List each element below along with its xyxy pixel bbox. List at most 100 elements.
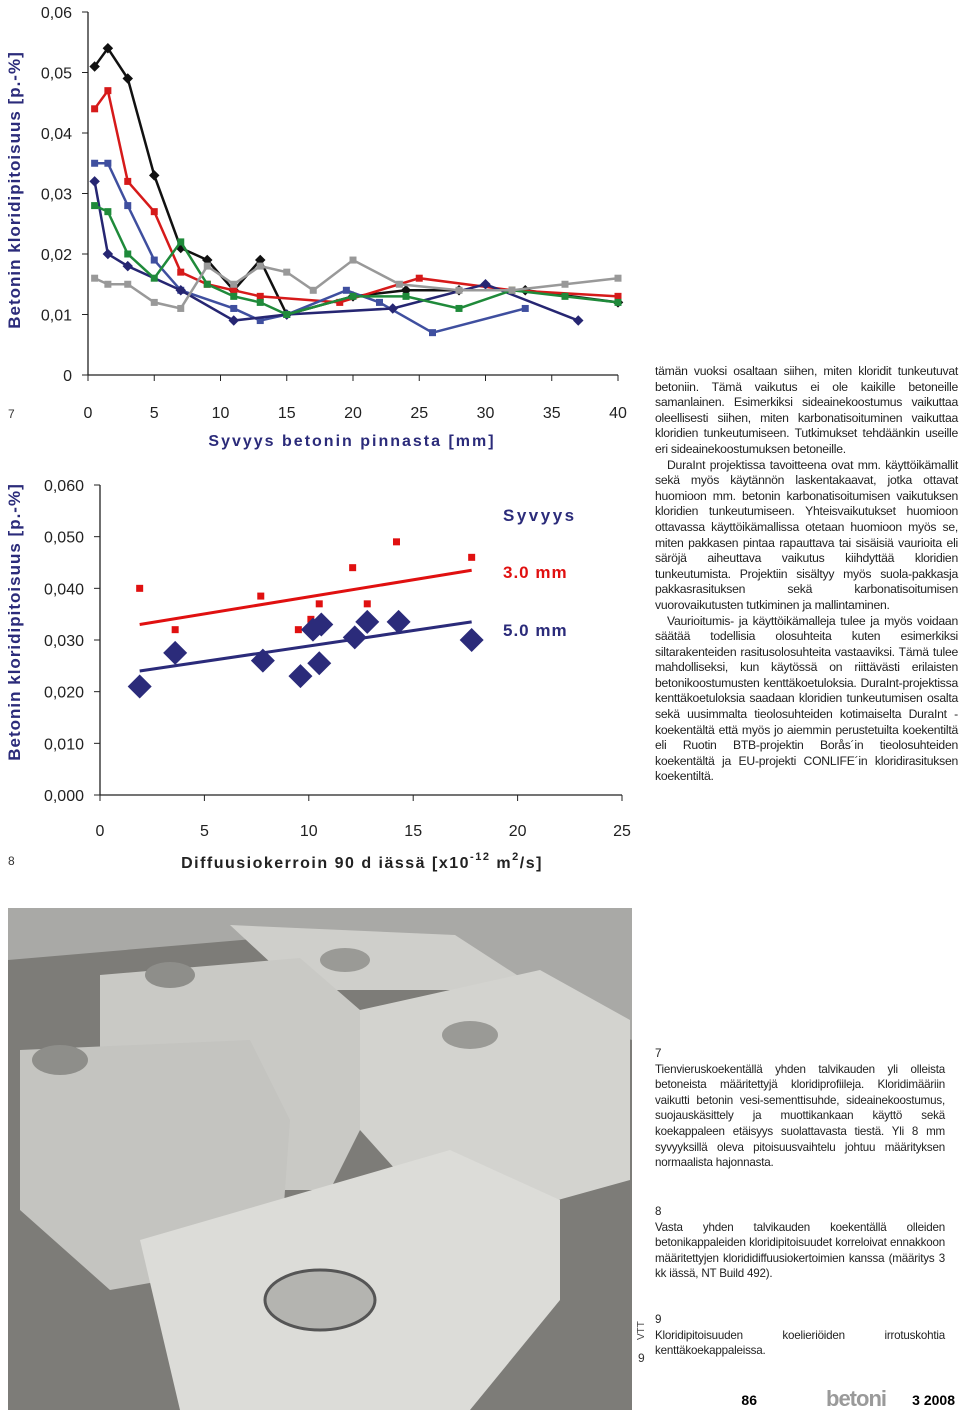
data-point	[150, 256, 158, 264]
x-tick-label: 25	[410, 405, 428, 422]
data-point	[136, 584, 144, 592]
x-tick-label: 5	[200, 823, 209, 840]
caption: 7 Tienvieruskoekentällä yhden talvikaude…	[655, 1046, 945, 1171]
y-tick-label: 0,000	[44, 788, 84, 805]
x-tick-label: 15	[404, 823, 422, 840]
x-tick-label: 20	[509, 823, 527, 840]
x-axis-title-part: m	[490, 855, 512, 872]
data-point	[102, 43, 114, 54]
x-axis-title-part: Diffuusiokerroin 90 d iässä [x10	[181, 855, 470, 872]
data-point	[104, 208, 112, 216]
photo-core-hole	[32, 1045, 88, 1075]
data-point	[468, 553, 476, 561]
photo	[8, 908, 632, 1410]
data-point	[163, 640, 188, 665]
data-point	[104, 159, 112, 167]
y-tick-label: 0,01	[41, 308, 72, 325]
y-tick-label: 0,020	[44, 685, 84, 702]
figure-number: 8	[8, 854, 15, 868]
data-point	[177, 238, 185, 246]
data-point	[150, 274, 158, 282]
y-tick-label: 0,02	[41, 247, 72, 264]
y-axis-title: Betonin kloridipitoisuus [p.-%]	[5, 51, 24, 328]
data-point	[91, 105, 99, 113]
data-point	[230, 286, 238, 294]
data-point	[89, 61, 100, 72]
caption: 9 Kloridipitoisuuden koelieriöiden irrot…	[655, 1312, 945, 1359]
data-point	[363, 600, 371, 608]
caption-number: 8	[655, 1205, 662, 1218]
data-point	[122, 260, 133, 272]
data-point	[175, 285, 186, 296]
data-point	[455, 304, 463, 312]
x-tick-label: 35	[543, 405, 561, 422]
data-point	[127, 674, 152, 699]
paragraph: Vaurioitumis- ja käyttöikämalleja tulee …	[655, 613, 958, 784]
y-tick-label: 0	[63, 368, 72, 385]
data-point	[342, 625, 367, 650]
photo-wall	[8, 908, 632, 1040]
data-point	[614, 274, 622, 282]
line-series	[93, 46, 619, 316]
legend-title: Syvyys	[503, 506, 577, 525]
caption-text: Tienvieruskoekentällä yhden talvikauden …	[655, 1062, 945, 1170]
y-axis-title: Betonin kloridipitoisuus [p.-%]	[5, 483, 24, 760]
data-point	[283, 311, 291, 318]
x-tick-label: 30	[477, 405, 495, 422]
photo-credit: VTT	[636, 1321, 647, 1340]
y-tick-label: 0,05	[41, 66, 72, 83]
data-point	[230, 280, 238, 288]
x-tick-label: 0	[84, 405, 93, 422]
caption-number: 9	[655, 1313, 662, 1326]
x-axis-title-superscript: 2	[512, 851, 520, 863]
magazine-logo: betoni	[826, 1386, 886, 1411]
data-point	[256, 317, 264, 325]
data-point	[104, 87, 112, 95]
y-tick-label: 0,010	[44, 736, 84, 753]
data-point	[387, 303, 398, 314]
data-point	[415, 274, 423, 282]
data-point	[395, 280, 403, 288]
data-point	[256, 262, 264, 270]
data-point	[228, 315, 239, 326]
data-point	[104, 280, 112, 288]
data-point	[315, 600, 323, 608]
x-tick-label: 10	[300, 823, 318, 840]
data-point	[309, 612, 334, 637]
data-point	[294, 626, 302, 634]
data-point	[150, 298, 158, 306]
y-tick-label: 0,040	[44, 581, 84, 598]
data-point	[307, 651, 332, 676]
data-point	[256, 292, 264, 300]
x-tick-label: 20	[344, 405, 362, 422]
data-point	[480, 279, 491, 290]
caption: 8 Vasta yhden talvikauden koekentällä ol…	[655, 1204, 945, 1282]
x-axis-title-part: /s]	[520, 855, 543, 872]
page-number: 86	[741, 1392, 757, 1408]
data-point	[283, 268, 291, 276]
data-point	[256, 298, 264, 306]
trend-line	[139, 620, 472, 673]
data-point	[392, 538, 400, 546]
data-point	[307, 615, 315, 623]
data-point	[402, 292, 410, 300]
body-text: tämän vuoksi osaltaan siihen, miten klor…	[655, 364, 958, 785]
data-point	[288, 664, 313, 689]
caption-text: Kloridipitoisuuden koelieriöiden irrotus…	[655, 1328, 945, 1358]
data-point	[336, 298, 344, 306]
data-point	[561, 292, 569, 300]
data-point	[309, 286, 317, 294]
data-point	[177, 268, 185, 276]
data-point	[91, 274, 99, 282]
data-point	[149, 170, 160, 181]
data-point	[250, 648, 275, 673]
x-tick-label: 5	[150, 405, 159, 422]
line-series	[93, 87, 619, 304]
y-tick-label: 0,060	[44, 478, 84, 495]
data-point	[177, 304, 185, 312]
data-point	[124, 177, 132, 185]
figure-number: 7	[8, 407, 15, 421]
data-point	[355, 609, 380, 634]
